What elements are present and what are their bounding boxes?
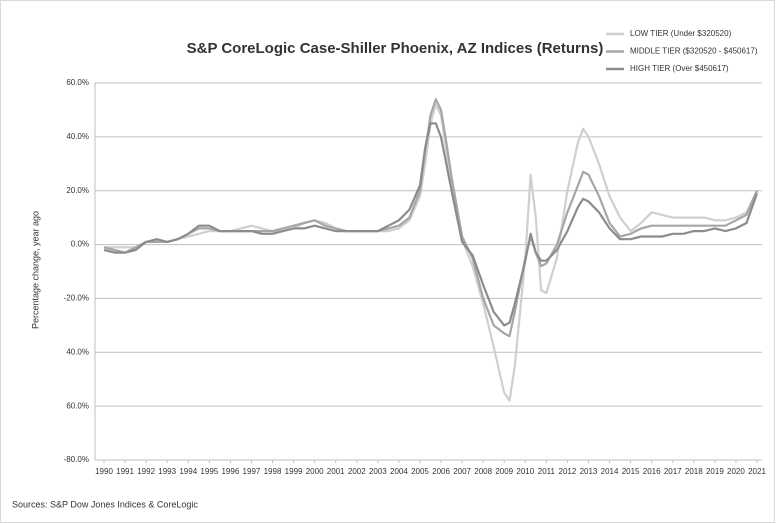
source: Sources: S&P Dow Jones Indices & CoreLog… bbox=[12, 499, 198, 509]
x-tick-label: 2000 bbox=[306, 467, 324, 476]
y-tick-label: -80.0% bbox=[64, 455, 89, 464]
y-tick-label: 20.0% bbox=[66, 186, 89, 195]
x-tick-label: 2005 bbox=[411, 467, 429, 476]
x-tick-label: 2012 bbox=[559, 467, 577, 476]
x-tick-label: 2008 bbox=[474, 467, 492, 476]
x-tick-label: 2003 bbox=[369, 467, 387, 476]
y-tick-label: 60.0% bbox=[66, 78, 89, 87]
x-tick-label: 1993 bbox=[158, 467, 176, 476]
x-tick-label: 2010 bbox=[516, 467, 534, 476]
y-tick-label: 40.0% bbox=[66, 347, 89, 356]
legend-label: MIDDLE TIER ($320520 - $450617) bbox=[630, 47, 758, 56]
series-line bbox=[103, 122, 759, 327]
x-tick-label: 1992 bbox=[137, 467, 155, 476]
x-tick-label: 2019 bbox=[706, 467, 724, 476]
x-tick-label: 2015 bbox=[622, 467, 640, 476]
x-tick-label: 2020 bbox=[727, 467, 745, 476]
x-tick-label: 2011 bbox=[538, 467, 556, 476]
x-tick-label: 2006 bbox=[432, 467, 450, 476]
x-tick-label: 2014 bbox=[601, 467, 619, 476]
x-tick-label: 2016 bbox=[643, 467, 661, 476]
x-tick-label: 1997 bbox=[243, 467, 261, 476]
y-axis-label: Percentage change, year ago bbox=[30, 211, 40, 329]
x-tick-label: 2013 bbox=[580, 467, 598, 476]
chart-title: S&P CoreLogic Case-Shiller Phoenix, AZ I… bbox=[187, 40, 604, 57]
legend-label: LOW TIER (Under $320520) bbox=[630, 29, 732, 38]
x-tick-label: 2009 bbox=[495, 467, 513, 476]
x-tick-label: 2007 bbox=[453, 467, 471, 476]
y-tick-label: 0.0% bbox=[71, 240, 89, 249]
y-tick-label: 60.0% bbox=[66, 401, 89, 410]
x-tick-label: 1999 bbox=[285, 467, 303, 476]
x-tick-label: 1996 bbox=[221, 467, 239, 476]
x-tick-label: 2002 bbox=[348, 467, 366, 476]
x-tick-label: 2004 bbox=[390, 467, 408, 476]
x-tick-label: 2001 bbox=[327, 467, 345, 476]
y-tick-label: -20.0% bbox=[64, 294, 89, 303]
x-tick-label: 2017 bbox=[664, 467, 682, 476]
x-tick-label: 1990 bbox=[95, 467, 113, 476]
x-tick-label: 1995 bbox=[200, 467, 218, 476]
x-tick-label: 1994 bbox=[179, 467, 197, 476]
x-tick-label: 2018 bbox=[685, 467, 703, 476]
x-tick-label: 1991 bbox=[116, 467, 134, 476]
x-tick-label: 2021 bbox=[748, 467, 766, 476]
y-tick-label: 40.0% bbox=[66, 132, 89, 141]
x-tick-label: 1998 bbox=[264, 467, 282, 476]
legend-label: HIGH TIER (Over $450617) bbox=[630, 64, 729, 73]
